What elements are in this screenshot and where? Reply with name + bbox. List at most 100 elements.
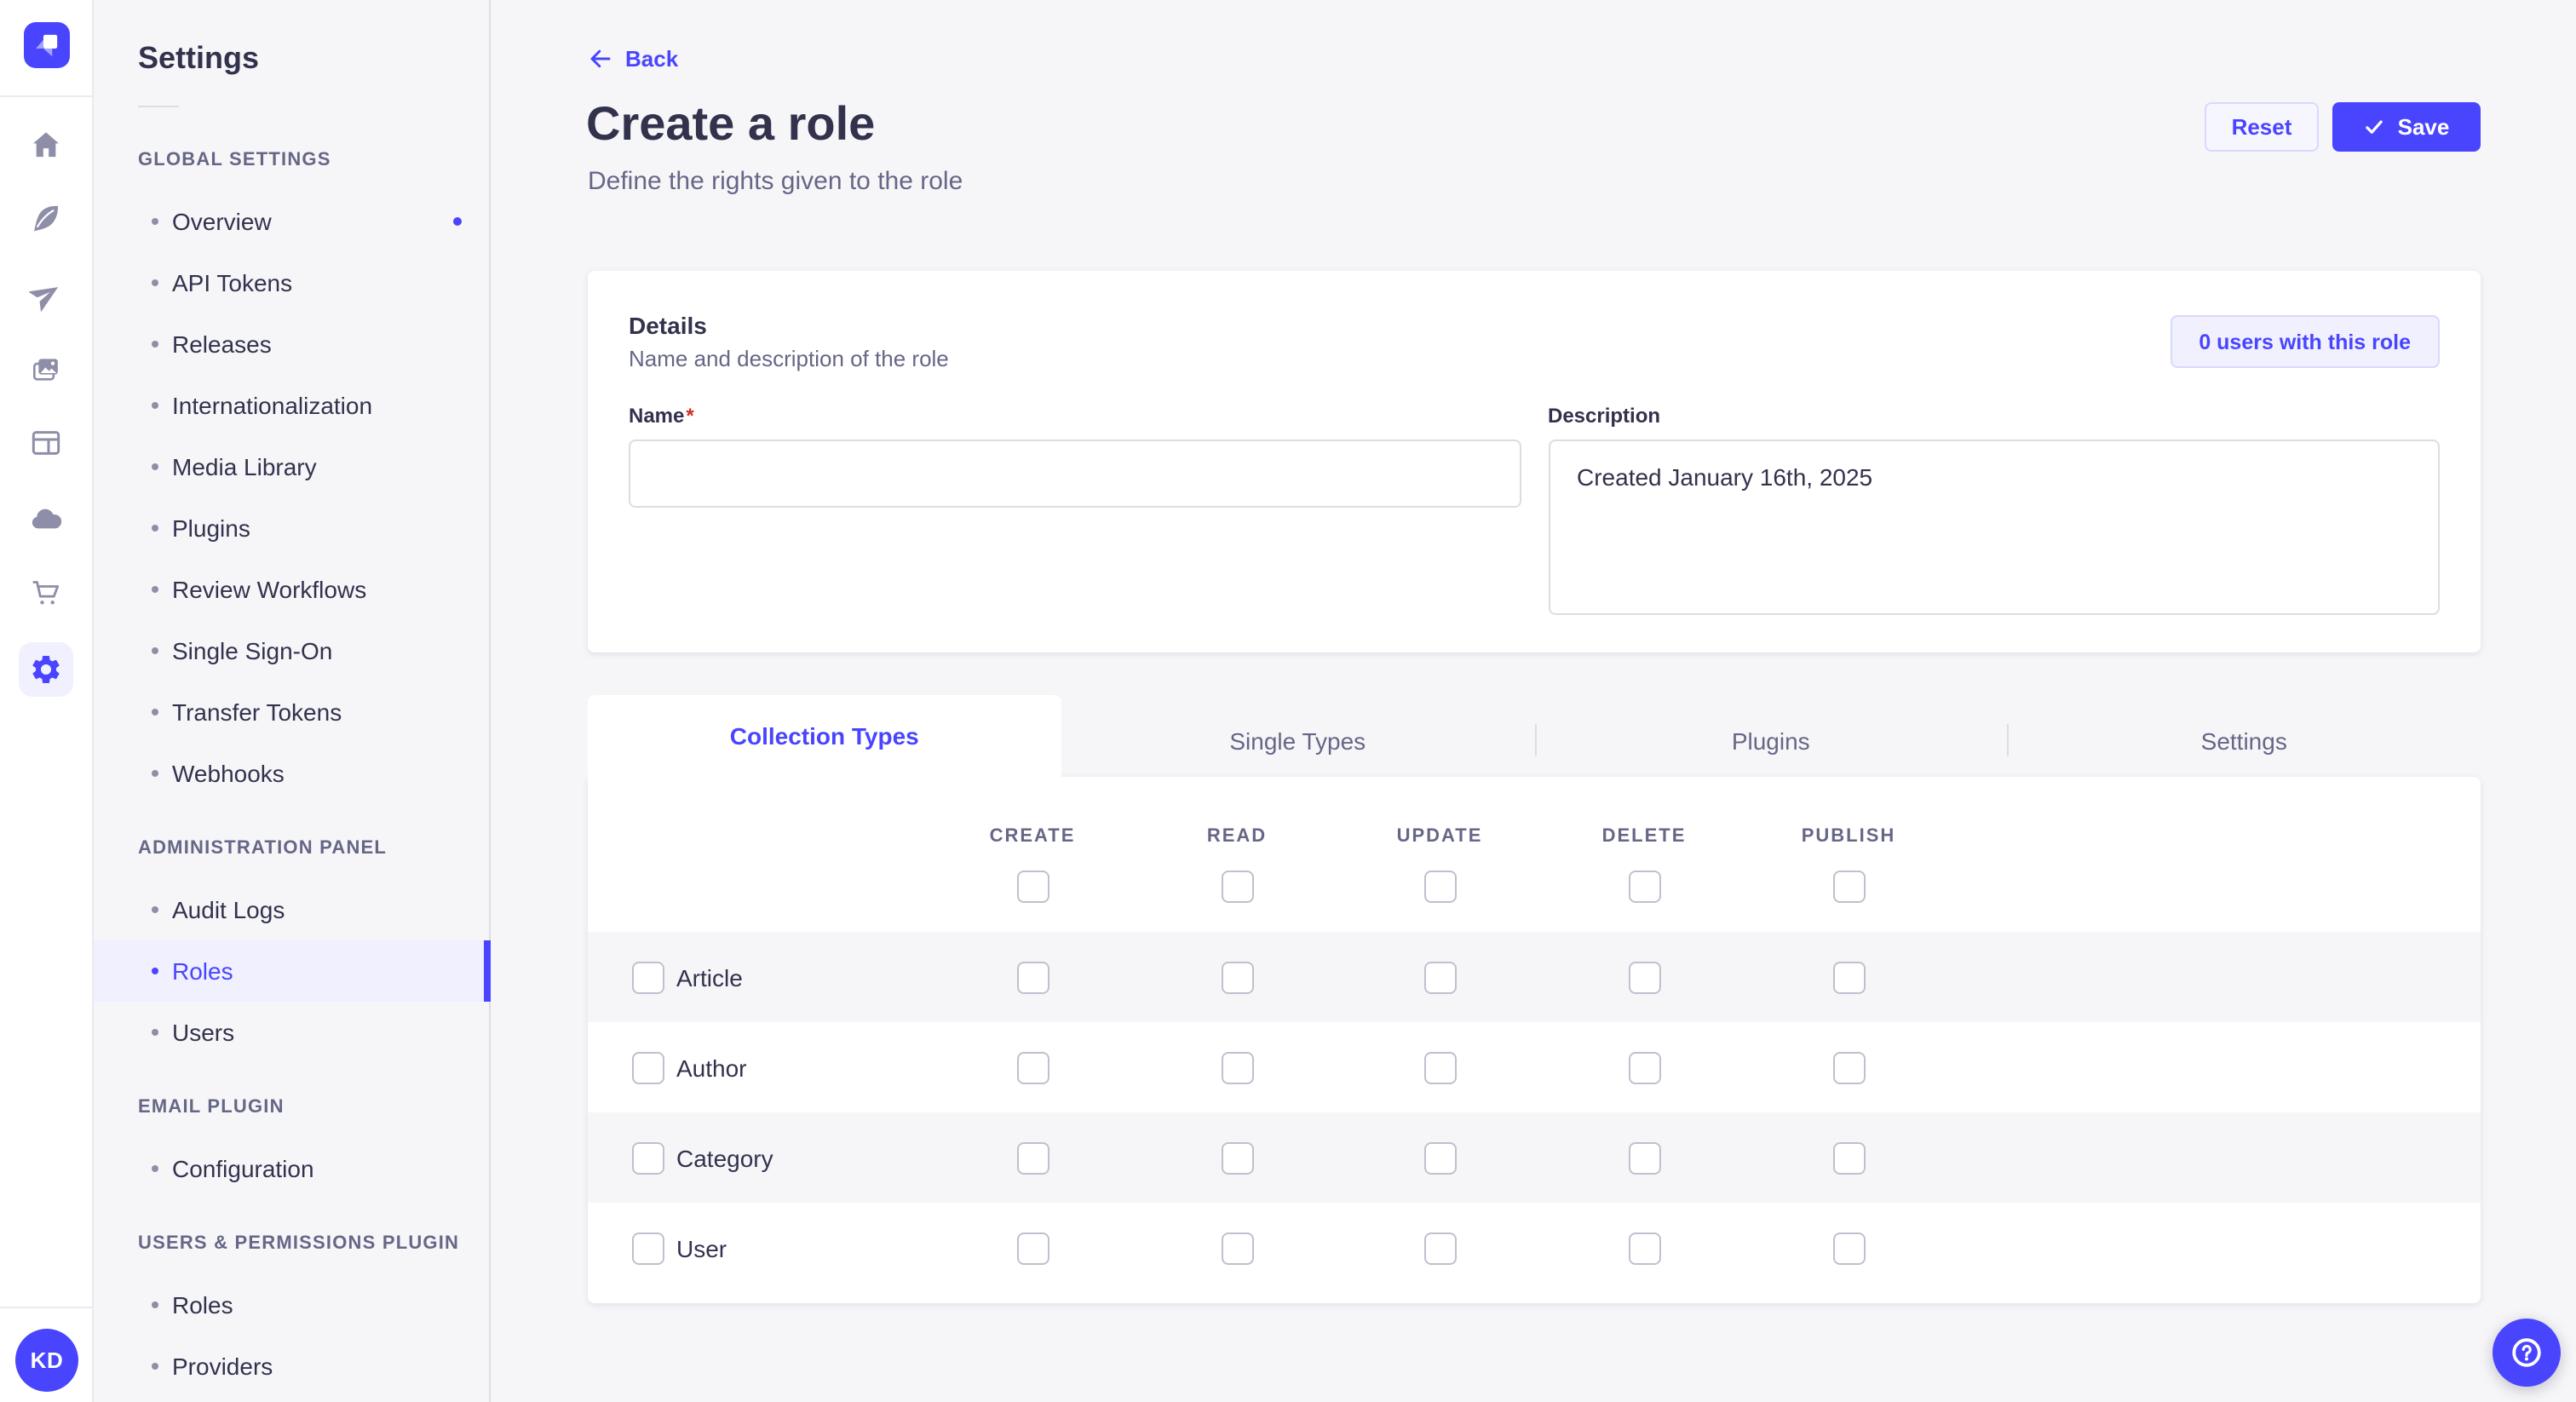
select-all-read-checkbox[interactable] (1221, 871, 1253, 903)
subnav-item-label: Audit Logs (172, 896, 285, 923)
cloud-icon[interactable] (12, 486, 80, 554)
subnav-item-plugins[interactable]: Plugins (94, 497, 489, 559)
category-create-checkbox[interactable] (1016, 1141, 1049, 1174)
bullet-icon (152, 1363, 158, 1370)
select-all-publish-checkbox[interactable] (1832, 871, 1865, 903)
name-input[interactable] (629, 440, 1521, 508)
description-textarea[interactable]: Created January 16th, 2025 (1548, 440, 2440, 615)
subnav-item-label: Single Sign-On (172, 637, 333, 664)
author-publish-checkbox[interactable] (1832, 1051, 1865, 1083)
row-author-checkbox[interactable] (632, 1051, 664, 1083)
save-button[interactable]: Save (2332, 102, 2481, 152)
subnav-item-transfer-tokens[interactable]: Transfer Tokens (94, 681, 489, 743)
required-mark: * (686, 404, 694, 428)
subnav-item-users[interactable]: Users (94, 1002, 489, 1063)
permissions-section: Collection Types Single Types Plugins Setti… (588, 695, 2481, 1303)
subnav-item-label: Media Library (172, 453, 317, 480)
author-read-checkbox[interactable] (1221, 1051, 1253, 1083)
select-all-create-checkbox[interactable] (1016, 871, 1049, 903)
column-header-read: READ (1206, 826, 1268, 847)
subnav-item-review-workflows[interactable]: Review Workflows (94, 559, 489, 620)
article-publish-checkbox[interactable] (1832, 961, 1865, 993)
media-library-icon[interactable] (12, 336, 80, 404)
back-label: Back (625, 46, 679, 72)
help-button[interactable] (2493, 1319, 2561, 1387)
user-update-checkbox[interactable] (1423, 1232, 1456, 1264)
select-all-update-checkbox[interactable] (1423, 871, 1456, 903)
bullet-icon (152, 525, 158, 531)
nav-section-label: USERS & PERMISSIONS PLUGIN (138, 1233, 460, 1254)
select-all-delete-checkbox[interactable] (1628, 871, 1660, 903)
subnav-item-webhooks[interactable]: Webhooks (94, 743, 489, 804)
layout-icon[interactable] (12, 409, 80, 477)
category-read-checkbox[interactable] (1221, 1141, 1253, 1174)
user-avatar[interactable]: KD (15, 1329, 78, 1392)
name-label: Name * (629, 404, 694, 428)
category-update-checkbox[interactable] (1423, 1141, 1456, 1174)
details-card-heading: Details Name and description of the role (629, 312, 949, 371)
subnav-item-audit-logs[interactable]: Audit Logs (94, 879, 489, 940)
nav-section: GLOBAL SETTINGS Overview API Tokens Release… (94, 143, 489, 804)
subnav-item-roles[interactable]: Roles (94, 940, 491, 1002)
author-update-checkbox[interactable] (1423, 1051, 1456, 1083)
users-with-role-button[interactable]: 0 users with this role (2170, 315, 2440, 368)
category-delete-checkbox[interactable] (1628, 1141, 1660, 1174)
article-create-checkbox[interactable] (1016, 961, 1049, 993)
tab-settings[interactable]: Settings (2007, 704, 2481, 777)
row-label: User (676, 1234, 727, 1261)
author-create-checkbox[interactable] (1016, 1051, 1049, 1083)
subnav-item-api-tokens[interactable]: API Tokens (94, 252, 489, 313)
name-field-group: Name * (629, 404, 1521, 623)
row-user-checkbox[interactable] (632, 1232, 664, 1264)
strapi-logo-icon[interactable] (24, 22, 70, 68)
subnav-item-internationalization[interactable]: Internationalization (94, 375, 489, 436)
send-plane-icon[interactable] (12, 261, 80, 329)
article-update-checkbox[interactable] (1423, 961, 1456, 993)
user-create-checkbox[interactable] (1016, 1232, 1049, 1264)
reset-button[interactable]: Reset (2205, 102, 2319, 152)
bullet-icon (152, 279, 158, 286)
user-publish-checkbox[interactable] (1832, 1232, 1865, 1264)
subnav-title-divider (138, 106, 179, 107)
row-category-checkbox[interactable] (632, 1141, 664, 1174)
tab-single-types[interactable]: Single Types (1229, 727, 1366, 754)
user-read-checkbox[interactable] (1221, 1232, 1253, 1264)
subnav-item-label: Releases (172, 330, 272, 358)
question-mark-icon (2512, 1338, 2541, 1367)
home-icon[interactable] (12, 111, 80, 179)
row-label: Article (676, 963, 743, 991)
bullet-icon (152, 1301, 158, 1308)
user-delete-checkbox[interactable] (1628, 1232, 1660, 1264)
row-article-checkbox[interactable] (632, 961, 664, 993)
permission-row-user: User (588, 1203, 2481, 1293)
subnav-item-releases[interactable]: Releases (94, 313, 489, 375)
subnav-item-label: Review Workflows (172, 576, 367, 603)
page-title: Create a role (586, 97, 876, 150)
bullet-icon (152, 906, 158, 913)
bullet-icon (152, 1165, 158, 1172)
tab-collection-types[interactable]: Collection Types (588, 695, 1061, 777)
marketplace-cart-icon[interactable] (12, 559, 80, 627)
bullet-icon (152, 709, 158, 715)
subnav-title: Settings (138, 41, 260, 75)
column-header-create: CREATE (989, 826, 1076, 847)
category-publish-checkbox[interactable] (1832, 1141, 1865, 1174)
content-feather-icon[interactable] (12, 184, 80, 252)
column-header-delete: DELETE (1601, 826, 1687, 847)
subnav-item-roles[interactable]: Roles (94, 1274, 489, 1336)
settings-gear-icon[interactable] (19, 642, 73, 697)
article-read-checkbox[interactable] (1221, 961, 1253, 993)
tab-plugins[interactable]: Plugins (1534, 704, 2008, 777)
subnav-item-single-sign-on[interactable]: Single Sign-On (94, 620, 489, 681)
subnav-item-configuration[interactable]: Configuration (94, 1138, 489, 1199)
author-delete-checkbox[interactable] (1628, 1051, 1660, 1083)
subnav-item-media-library[interactable]: Media Library (94, 436, 489, 497)
back-link[interactable]: Back (588, 46, 678, 72)
permissions-table: CREATE READ UPDATE DELETE PUBLISH Article Auth… (588, 777, 2481, 1303)
permission-row-article: Article (588, 932, 2481, 1022)
bullet-icon (152, 647, 158, 654)
subnav-item-overview[interactable]: Overview (94, 191, 489, 252)
subnav-item-label: Roles (172, 1291, 233, 1319)
subnav-item-providers[interactable]: Providers (94, 1336, 489, 1397)
article-delete-checkbox[interactable] (1628, 961, 1660, 993)
